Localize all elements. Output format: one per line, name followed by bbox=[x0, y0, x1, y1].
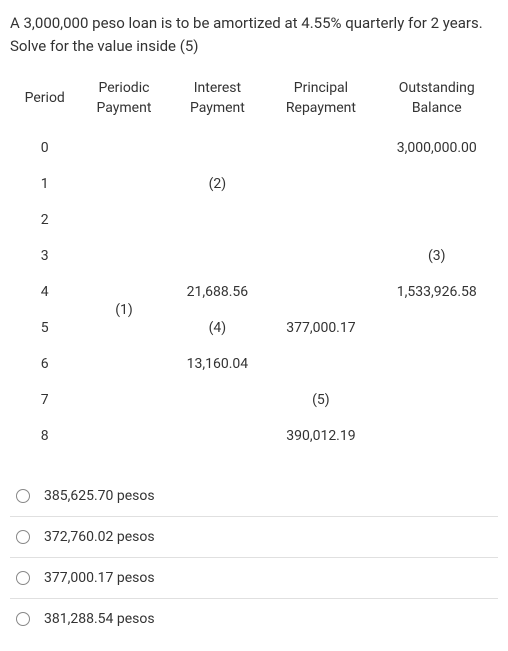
table-row: 2 bbox=[10, 202, 498, 238]
table-row: 3 (3) bbox=[10, 238, 498, 274]
cell-period: 3 bbox=[10, 238, 79, 274]
table-row: 4 (1) 21,688.56 1,533,926.58 bbox=[10, 274, 498, 310]
cell-principal bbox=[266, 346, 375, 382]
header-periodic-l1: Periodic bbox=[99, 80, 150, 96]
option-d[interactable]: 381,288.54 pesos bbox=[10, 599, 498, 639]
cell-period: 7 bbox=[10, 382, 79, 418]
cell-principal: (5) bbox=[266, 382, 375, 418]
cell-interest: 13,160.04 bbox=[168, 346, 266, 382]
option-b[interactable]: 372,760.02 pesos bbox=[10, 517, 498, 558]
cell-interest: 21,688.56 bbox=[168, 274, 266, 310]
option-label: 381,288.54 pesos bbox=[44, 611, 155, 627]
table-row: 6 13,160.04 bbox=[10, 346, 498, 382]
cell-interest: (4) bbox=[168, 310, 266, 346]
cell-periodic bbox=[79, 166, 168, 202]
cell-period: 1 bbox=[10, 166, 79, 202]
cell-principal bbox=[266, 130, 375, 166]
cell-balance bbox=[376, 310, 498, 346]
option-label: 372,760.02 pesos bbox=[44, 529, 155, 545]
cell-interest bbox=[168, 382, 266, 418]
header-principal: Principal Repayment bbox=[266, 75, 375, 130]
header-balance-l1: Outstanding bbox=[399, 80, 475, 96]
radio-icon bbox=[16, 530, 30, 544]
table-row: 1 (2) bbox=[10, 166, 498, 202]
cell-balance: 3,000,000.00 bbox=[376, 130, 498, 166]
cell-balance: (3) bbox=[376, 238, 498, 274]
cell-periodic bbox=[79, 382, 168, 418]
option-label: 385,625.70 pesos bbox=[44, 488, 155, 504]
cell-principal bbox=[266, 274, 375, 310]
cell-balance bbox=[376, 418, 498, 454]
header-periodic: Periodic Payment bbox=[79, 75, 168, 130]
option-c[interactable]: 377,000.17 pesos bbox=[10, 558, 498, 599]
cell-interest bbox=[168, 418, 266, 454]
cell-balance bbox=[376, 382, 498, 418]
cell-periodic bbox=[79, 238, 168, 274]
options-list: 385,625.70 pesos 372,760.02 pesos 377,00… bbox=[10, 476, 498, 639]
cell-balance: 1,533,926.58 bbox=[376, 274, 498, 310]
cell-periodic-span: (1) bbox=[79, 274, 168, 346]
cell-principal bbox=[266, 238, 375, 274]
cell-period: 5 bbox=[10, 310, 79, 346]
header-balance: Outstanding Balance bbox=[376, 75, 498, 130]
option-a[interactable]: 385,625.70 pesos bbox=[10, 476, 498, 517]
header-period: Period bbox=[10, 75, 79, 130]
cell-interest: (2) bbox=[168, 166, 266, 202]
cell-balance bbox=[376, 166, 498, 202]
cell-periodic bbox=[79, 202, 168, 238]
cell-periodic bbox=[79, 130, 168, 166]
cell-principal: 390,012.19 bbox=[266, 418, 375, 454]
cell-principal bbox=[266, 202, 375, 238]
header-interest-l1: Interest bbox=[194, 80, 241, 96]
cell-balance bbox=[376, 202, 498, 238]
cell-period: 8 bbox=[10, 418, 79, 454]
radio-icon bbox=[16, 612, 30, 626]
header-principal-l1: Principal bbox=[294, 80, 348, 96]
cell-interest bbox=[168, 202, 266, 238]
cell-period: 2 bbox=[10, 202, 79, 238]
cell-balance bbox=[376, 346, 498, 382]
cell-principal: 377,000.17 bbox=[266, 310, 375, 346]
radio-icon bbox=[16, 489, 30, 503]
header-principal-l2: Repayment bbox=[286, 100, 356, 116]
option-label: 377,000.17 pesos bbox=[44, 570, 155, 586]
cell-period: 6 bbox=[10, 346, 79, 382]
table-row: 8 390,012.19 bbox=[10, 418, 498, 454]
amortization-table: Period Periodic Payment Interest Payment… bbox=[10, 75, 498, 454]
table-row: 0 3,000,000.00 bbox=[10, 130, 498, 166]
table-row: 7 (5) bbox=[10, 382, 498, 418]
cell-periodic bbox=[79, 418, 168, 454]
header-periodic-l2: Payment bbox=[97, 100, 152, 116]
cell-interest bbox=[168, 130, 266, 166]
radio-icon bbox=[16, 571, 30, 585]
cell-periodic bbox=[79, 346, 168, 382]
header-balance-l2: Balance bbox=[412, 100, 462, 116]
question-text: A 3,000,000 peso loan is to be amortized… bbox=[10, 12, 498, 57]
cell-interest bbox=[168, 238, 266, 274]
header-interest: Interest Payment bbox=[168, 75, 266, 130]
header-interest-l2: Payment bbox=[190, 100, 245, 116]
cell-period: 4 bbox=[10, 274, 79, 310]
cell-period: 0 bbox=[10, 130, 79, 166]
cell-principal bbox=[266, 166, 375, 202]
